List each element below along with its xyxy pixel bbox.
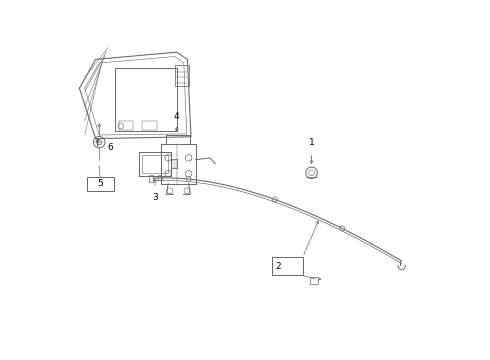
Text: 6: 6 xyxy=(107,143,113,152)
Text: 1: 1 xyxy=(309,138,315,147)
Text: 2: 2 xyxy=(275,262,281,271)
Bar xyxy=(149,175,153,182)
Bar xyxy=(143,121,157,130)
Bar xyxy=(272,257,303,275)
Bar xyxy=(139,152,171,175)
Text: 5: 5 xyxy=(97,180,103,189)
Bar xyxy=(119,121,133,130)
Bar xyxy=(142,155,169,173)
Text: 4: 4 xyxy=(174,112,179,121)
Bar xyxy=(171,159,177,168)
Bar xyxy=(87,177,114,191)
Text: 3: 3 xyxy=(152,193,158,202)
Bar xyxy=(116,68,176,131)
Bar xyxy=(161,144,196,184)
Bar xyxy=(175,65,189,86)
Bar xyxy=(310,277,318,284)
